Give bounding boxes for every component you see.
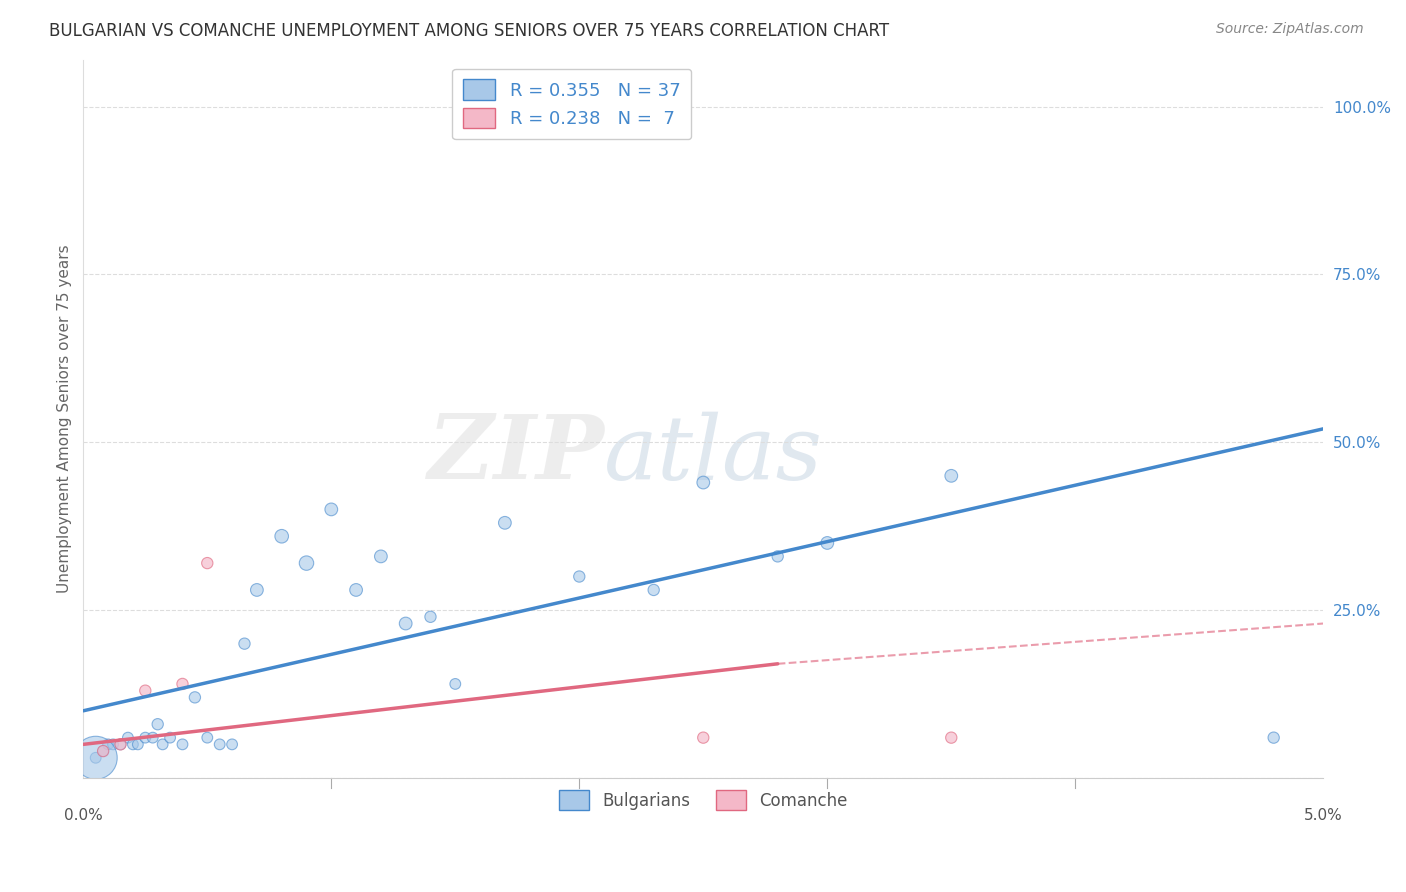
Point xyxy=(295,556,318,570)
Point xyxy=(84,751,107,765)
Point xyxy=(97,737,120,751)
Point xyxy=(172,677,194,691)
Point xyxy=(84,751,107,765)
Text: BULGARIAN VS COMANCHE UNEMPLOYMENT AMONG SENIORS OVER 75 YEARS CORRELATION CHART: BULGARIAN VS COMANCHE UNEMPLOYMENT AMONG… xyxy=(49,22,890,40)
Point xyxy=(568,569,591,583)
Point xyxy=(246,582,269,597)
Point xyxy=(101,737,124,751)
Point xyxy=(110,737,132,751)
Point xyxy=(233,637,256,651)
Point xyxy=(321,502,343,516)
Text: Source: ZipAtlas.com: Source: ZipAtlas.com xyxy=(1216,22,1364,37)
Point xyxy=(110,737,132,751)
Point xyxy=(208,737,231,751)
Point xyxy=(221,737,243,751)
Point xyxy=(766,549,789,564)
Point xyxy=(370,549,392,564)
Legend: Bulgarians, Comanche: Bulgarians, Comanche xyxy=(553,784,853,816)
Point xyxy=(1263,731,1285,745)
Point xyxy=(195,556,218,570)
Point xyxy=(419,609,441,624)
Point xyxy=(941,468,963,483)
Point xyxy=(494,516,516,530)
Point xyxy=(444,677,467,691)
Point xyxy=(146,717,169,731)
Point xyxy=(159,731,181,745)
Point xyxy=(344,582,367,597)
Point xyxy=(91,744,114,758)
Y-axis label: Unemployment Among Seniors over 75 years: Unemployment Among Seniors over 75 years xyxy=(58,244,72,593)
Point xyxy=(117,731,139,745)
Point xyxy=(643,582,665,597)
Text: 5.0%: 5.0% xyxy=(1303,808,1343,823)
Text: atlas: atlas xyxy=(605,411,823,498)
Point xyxy=(152,737,174,751)
Text: 0.0%: 0.0% xyxy=(63,808,103,823)
Point xyxy=(127,737,149,751)
Point xyxy=(395,616,418,631)
Point xyxy=(142,731,165,745)
Point xyxy=(134,683,156,698)
Point xyxy=(122,737,145,751)
Point xyxy=(134,731,156,745)
Point xyxy=(941,731,963,745)
Point xyxy=(172,737,194,751)
Point xyxy=(184,690,207,705)
Point xyxy=(270,529,292,543)
Point xyxy=(692,731,714,745)
Point xyxy=(815,536,838,550)
Text: ZIP: ZIP xyxy=(427,411,605,498)
Point xyxy=(692,475,714,490)
Point xyxy=(91,744,114,758)
Point xyxy=(195,731,218,745)
